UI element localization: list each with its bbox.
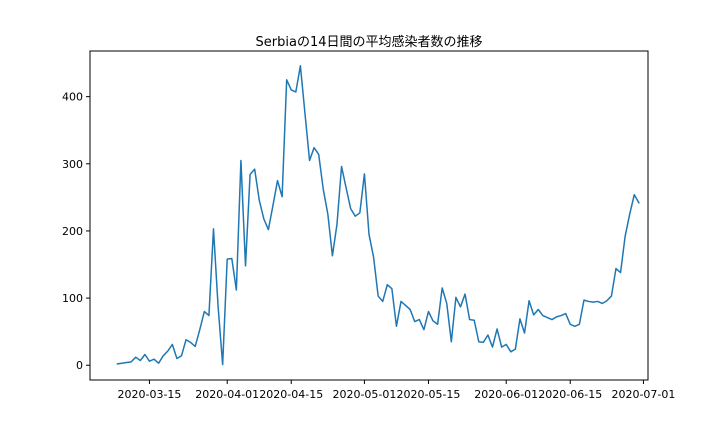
y-tick-label: 200 [62,225,83,238]
x-tick-label: 2020-05-01 [332,388,396,401]
chart-title: Serbiaの14日間の平均感染者数の推移 [256,34,483,50]
y-tick-label: 300 [62,158,83,171]
y-tick-label: 0 [76,359,83,372]
y-tick-label: 400 [62,91,83,104]
y-axis: 0 100 200 300 400 [62,91,90,372]
plot-series [116,65,640,366]
x-tick-label: 2020-07-01 [611,388,675,401]
series-line [116,65,640,366]
x-tick-label: 2020-06-01 [474,388,538,401]
x-tick-label: 2020-06-15 [538,388,602,401]
x-axis: 2020-03-15 2020-04-01 2020-04-15 2020-05-01… [117,380,675,401]
x-tick-label: 2020-03-15 [117,388,181,401]
x-tick-label: 2020-04-15 [259,388,323,401]
y-tick-label: 100 [62,292,83,305]
x-tick-label: 2020-04-01 [195,388,259,401]
x-tick-label: 2020-05-15 [396,388,460,401]
plot-frame [89,50,649,381]
